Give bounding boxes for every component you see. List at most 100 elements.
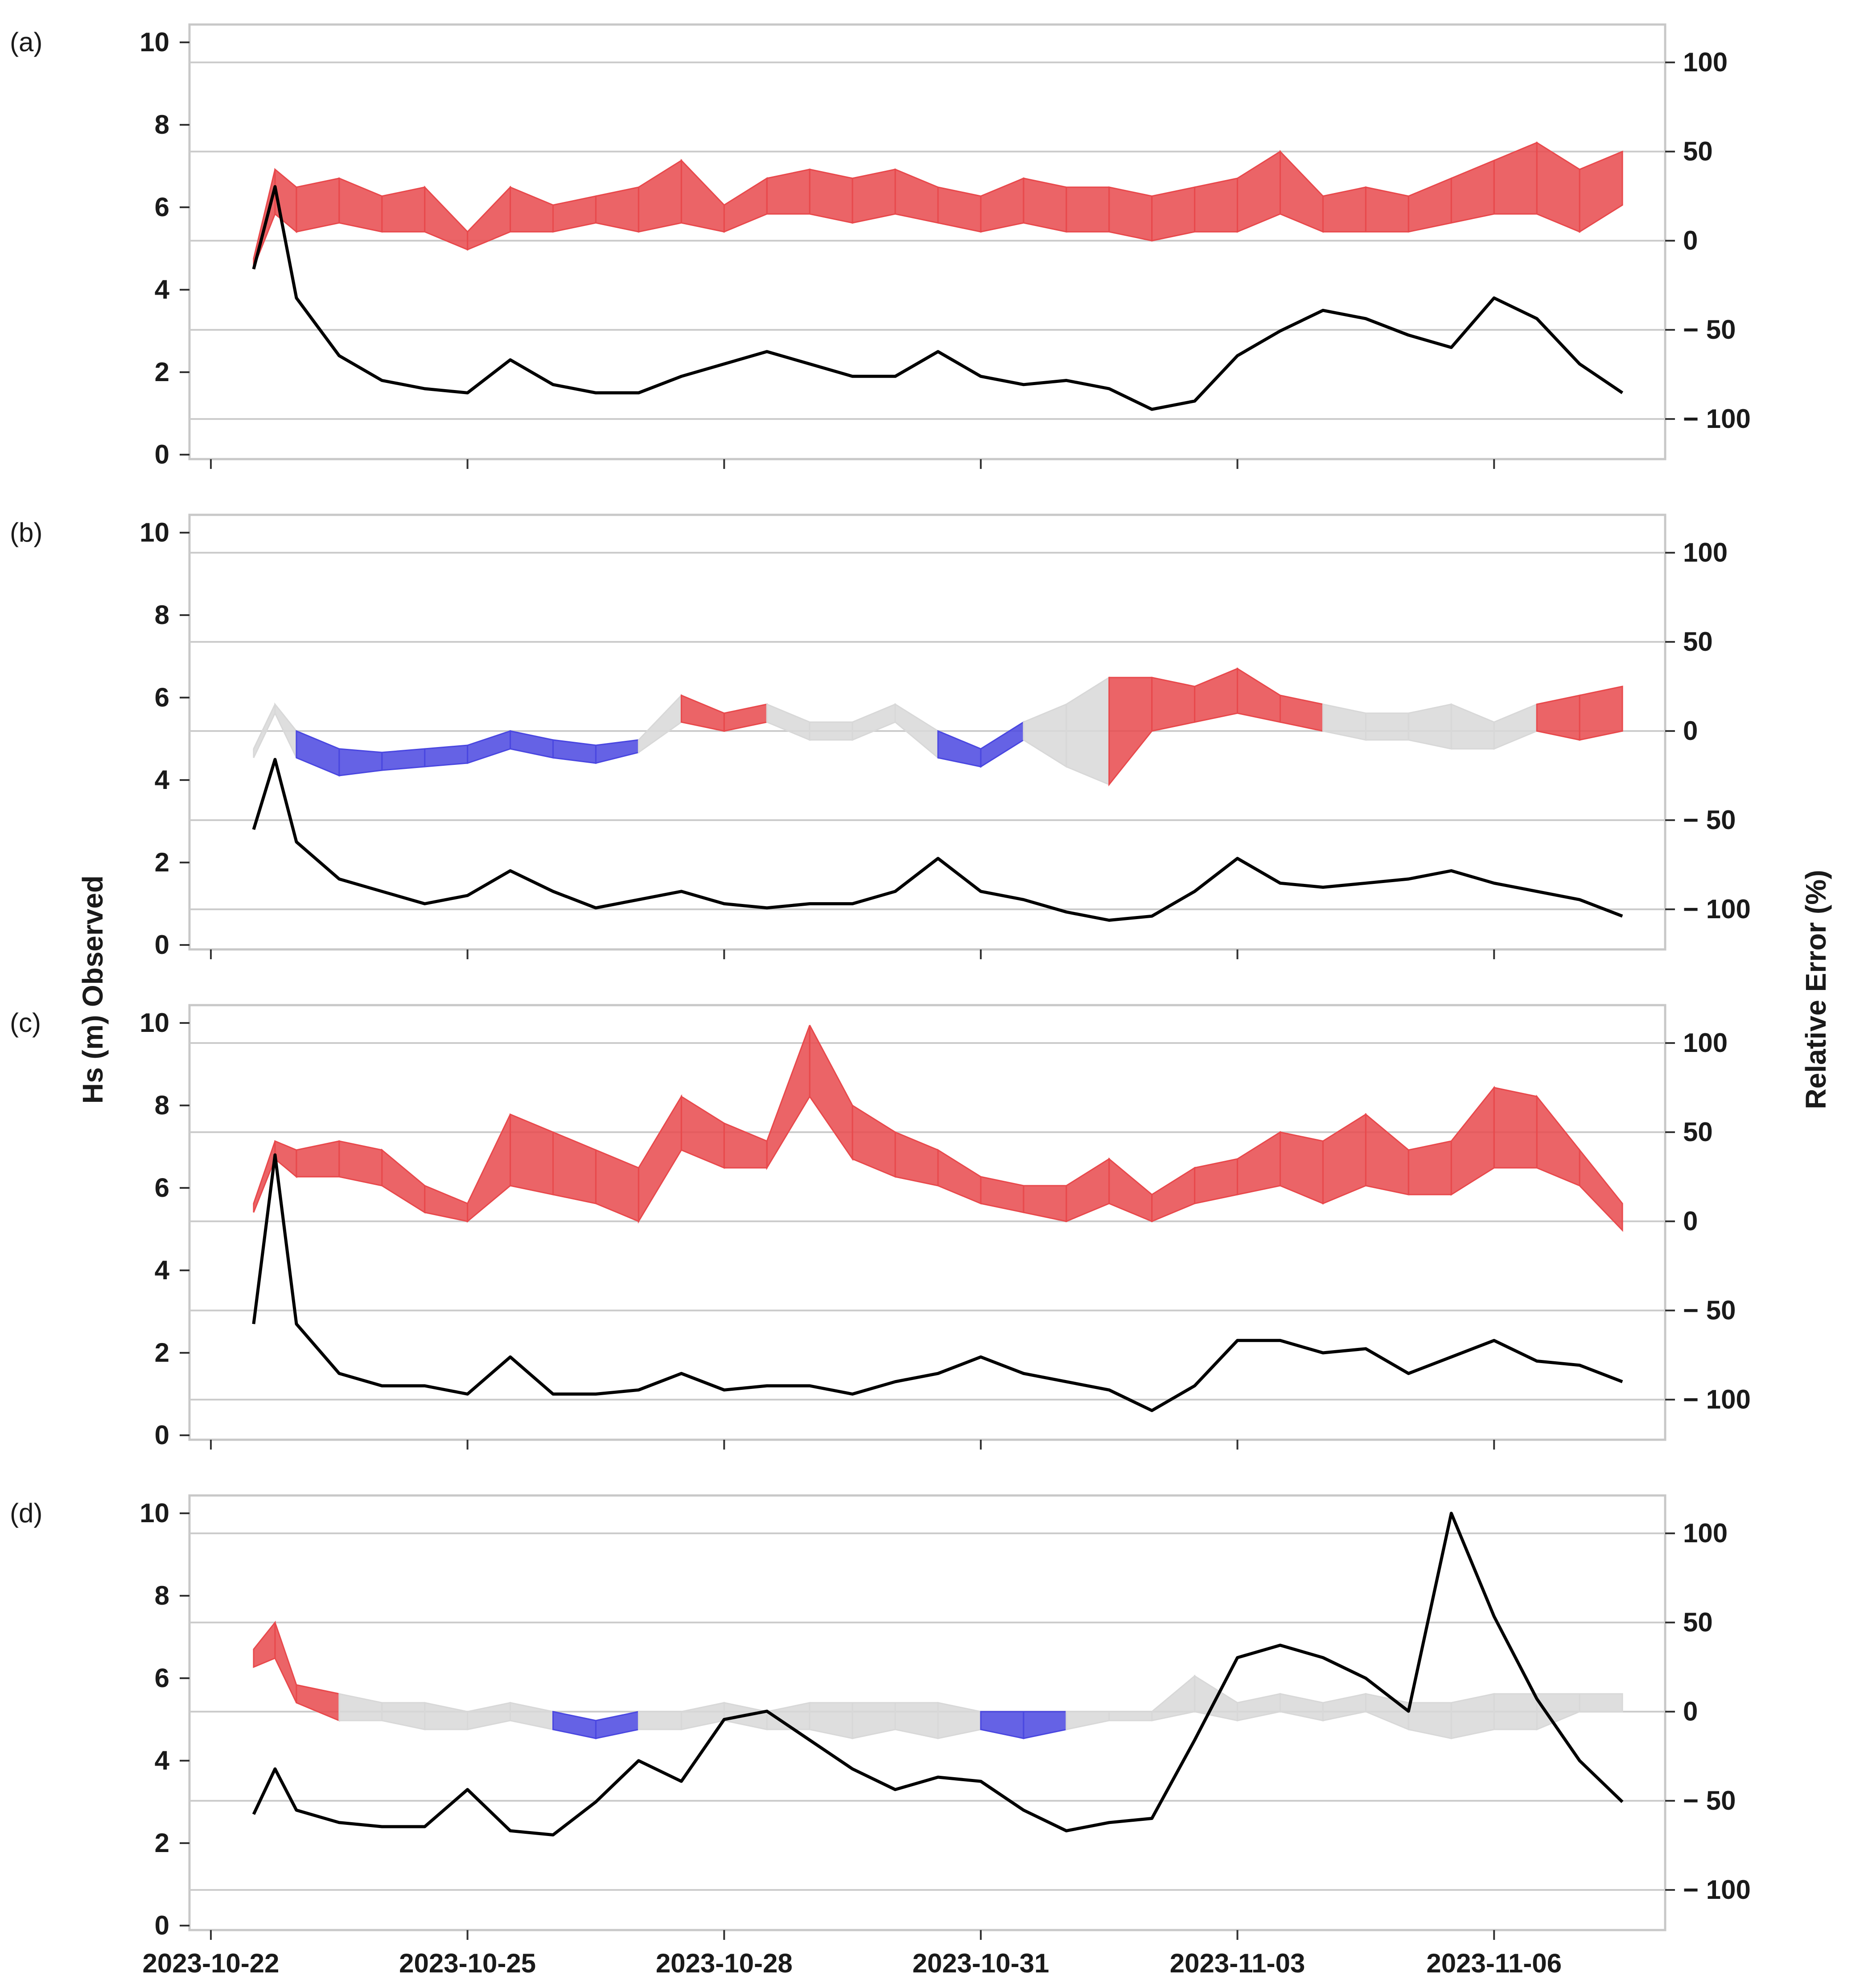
- error-band-segment: [980, 1711, 1025, 1739]
- error-band-segment: [1108, 677, 1153, 787]
- error-band-segment: [338, 1140, 383, 1187]
- panel-label: (c): [10, 1008, 41, 1038]
- error-band-segment: [937, 1149, 982, 1205]
- plot-frame: [188, 1494, 1666, 1931]
- error-band-segment: [1280, 694, 1324, 732]
- error-band-segment: [809, 168, 853, 224]
- error-band-segment: [467, 1114, 511, 1223]
- error-band-segment: [1536, 694, 1580, 741]
- right-tick-label: 50: [1683, 627, 1713, 657]
- error-band-segment: [1108, 186, 1153, 242]
- x-tick-label: 2023-10-28: [656, 1948, 793, 1978]
- panel-b: 100 50 0 − 50 − 100 0 2 4 6 8 10 (b): [10, 513, 1751, 960]
- hs-observed-line: [252, 1512, 1624, 1836]
- error-band-segment: [638, 159, 682, 233]
- hs-observed-line: [252, 185, 1624, 411]
- error-band-segment: [1407, 1140, 1452, 1195]
- error-band-segment: [680, 1095, 725, 1169]
- right-tick-label: 100: [1683, 1028, 1728, 1058]
- error-band-segment: [1536, 1094, 1580, 1187]
- left-tick-label: 0: [155, 1910, 169, 1940]
- error-band-segment: [296, 1684, 340, 1722]
- error-band-segment: [296, 730, 340, 777]
- right-tick-label: − 100: [1683, 404, 1751, 434]
- error-band-segment: [1194, 177, 1239, 233]
- error-band-segment: [766, 703, 811, 741]
- error-band-segment: [1066, 1158, 1110, 1223]
- error-band-segment: [510, 730, 554, 759]
- error-band-segment: [1194, 1158, 1239, 1204]
- error-band-segment: [894, 168, 939, 224]
- right-tick-label: 100: [1683, 1518, 1728, 1548]
- left-tick-label: 10: [140, 1498, 169, 1528]
- error-band-segment: [1365, 186, 1409, 233]
- left-tick-label: 0: [155, 439, 169, 469]
- error-band-segment: [1194, 667, 1239, 723]
- error-band-segment: [1023, 703, 1067, 768]
- plot-frame: [188, 513, 1666, 951]
- left-tick-label: 0: [155, 1420, 169, 1450]
- left-tick-label: 2: [155, 1338, 169, 1368]
- error-band-segment: [381, 1702, 426, 1730]
- error-band-segment: [1450, 703, 1495, 750]
- right-tick-label: − 100: [1683, 894, 1751, 924]
- error-band-segment: [937, 730, 982, 768]
- error-band-segment: [1237, 1131, 1281, 1195]
- error-band-segment: [1365, 712, 1409, 741]
- error-band-segment: [1579, 1693, 1623, 1713]
- left-tick-label: 8: [155, 600, 169, 630]
- error-band-segment: [381, 1148, 426, 1214]
- error-band-segment: [424, 1184, 469, 1222]
- x-tick-label: 2023-11-03: [1170, 1948, 1305, 1978]
- right-tick-label: 50: [1683, 1117, 1713, 1147]
- error-band-segment: [937, 186, 982, 233]
- hs-observed-line: [252, 758, 1623, 922]
- right-tick-label: − 50: [1683, 1295, 1736, 1325]
- error-band-segment: [680, 159, 725, 233]
- error-band-segment: [1280, 1693, 1324, 1721]
- panel-d: 100 50 0 − 50 − 100 0 2 4 6 8 10 (d) 2023-10-22 2023-…: [10, 1494, 1751, 1978]
- right-tick-label: − 100: [1683, 1384, 1751, 1414]
- error-band-segment: [1151, 677, 1196, 732]
- error-band-segment: [852, 703, 896, 741]
- left-axis-title: Hs (m) Observed: [77, 875, 109, 1104]
- right-tick-label: − 100: [1683, 1875, 1751, 1905]
- error-band-segment: [1023, 1711, 1067, 1739]
- panel-c: 100 50 0 − 50 − 100 0 2 4 6 8 10 (c): [10, 1004, 1751, 1450]
- x-tick-label: 2023-10-31: [912, 1948, 1049, 1978]
- error-band-segment: [638, 694, 682, 754]
- left-tick-label: 4: [155, 1255, 170, 1285]
- error-band-segment: [552, 739, 597, 764]
- left-tick-label: 8: [155, 1581, 169, 1610]
- left-tick-label: 8: [155, 1090, 169, 1120]
- x-tick-label: 2023-11-06: [1426, 1948, 1562, 1978]
- error-band-segment: [1237, 667, 1281, 723]
- left-tick-label: 6: [155, 682, 169, 712]
- left-tick-label: 2: [155, 1828, 169, 1858]
- x-tick-label: 2023-10-25: [399, 1948, 536, 1978]
- error-band-segment: [980, 721, 1025, 768]
- error-band-segment: [1536, 141, 1580, 233]
- right-tick-label: 0: [1683, 716, 1698, 746]
- error-band-segment: [253, 1620, 276, 1668]
- error-band-segment: [1536, 1693, 1580, 1731]
- error-band-segment: [894, 1702, 939, 1739]
- x-tick-label: 2023-10-22: [143, 1948, 280, 1978]
- error-band-segment: [1066, 676, 1110, 786]
- panel-label: (b): [10, 518, 42, 547]
- error-band-segment: [766, 1025, 811, 1171]
- error-band-segment: [1237, 150, 1281, 233]
- error-band-segment: [1023, 177, 1067, 233]
- error-band-segment: [296, 1140, 340, 1178]
- right-tick-label: 100: [1683, 538, 1728, 567]
- panel-label: (d): [10, 1498, 42, 1528]
- error-band-segment: [595, 186, 639, 233]
- error-band-segment: [381, 748, 426, 771]
- left-tick-label: 10: [140, 518, 169, 547]
- error-band-segment: [894, 1131, 939, 1187]
- error-band-segment: [1450, 159, 1495, 224]
- left-tick-label: 6: [155, 1173, 169, 1203]
- error-band-segment: [980, 1176, 1025, 1213]
- error-band-segment: [1108, 1711, 1153, 1721]
- error-band-segment: [1322, 186, 1366, 233]
